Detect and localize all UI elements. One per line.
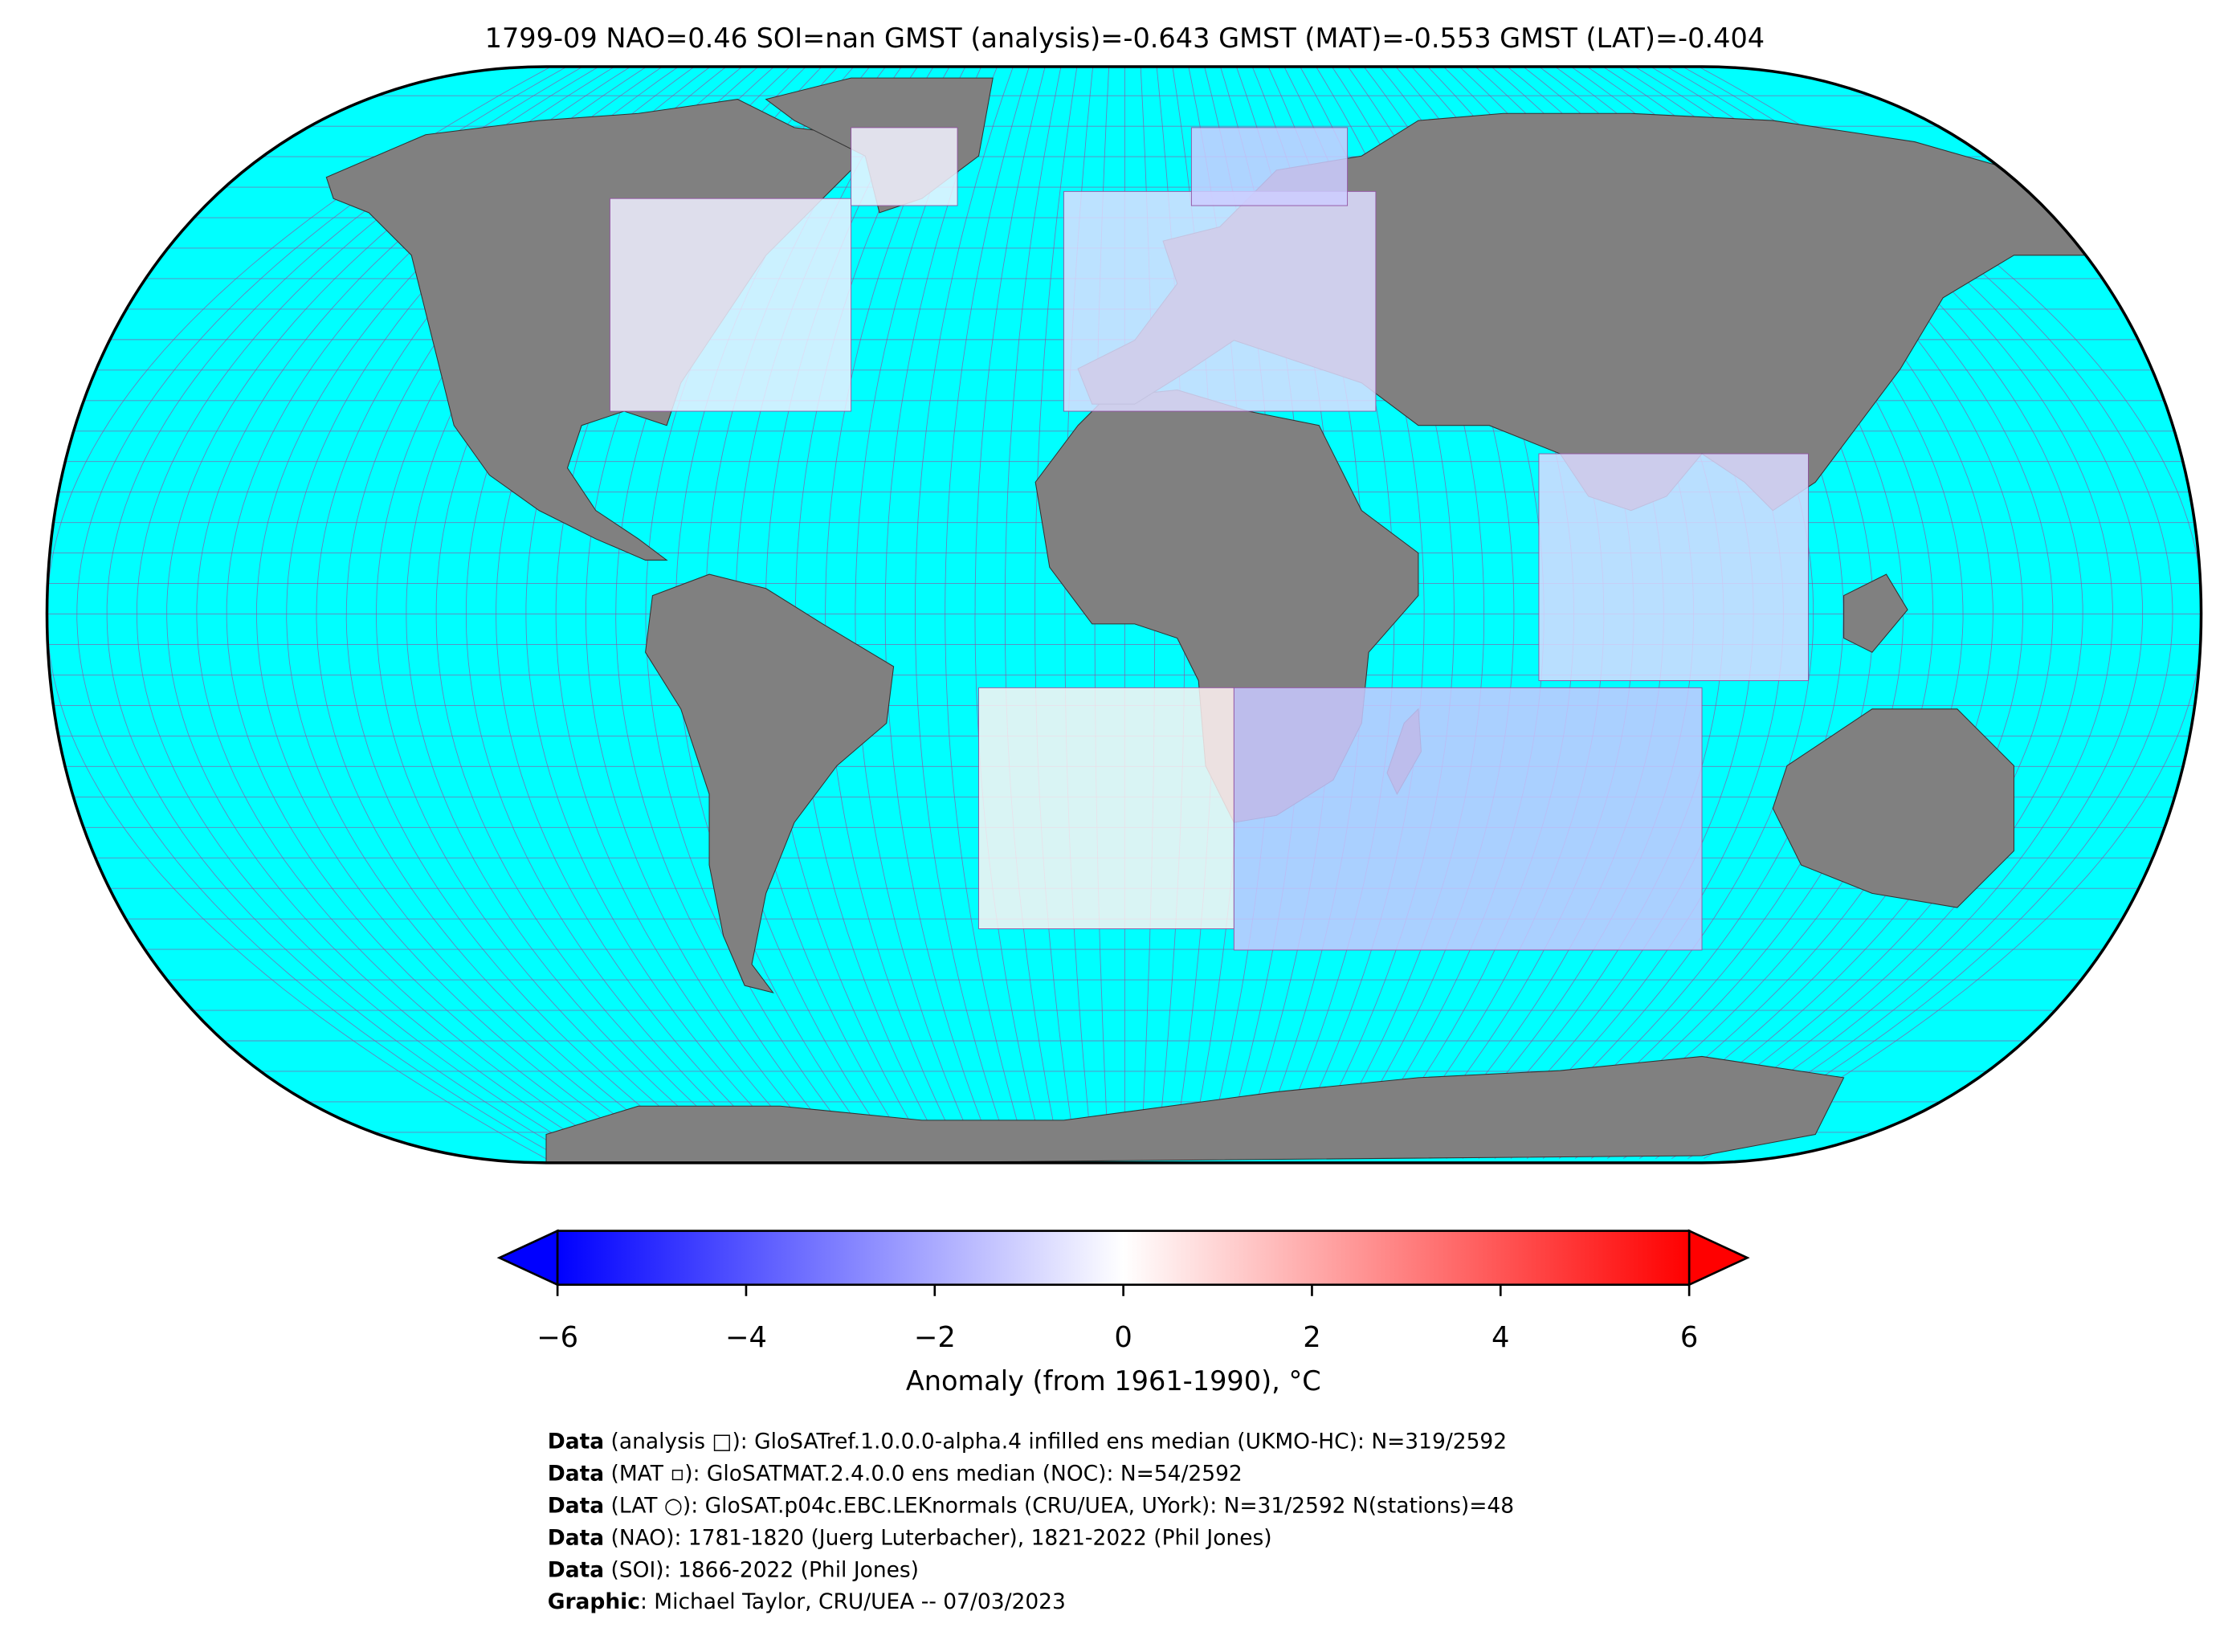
footer-line: Data (LAT ○): GloSAT.p04c.EBC.LEKnormals… xyxy=(548,1493,1514,1518)
meridian xyxy=(76,66,567,1159)
anomaly-region xyxy=(610,198,852,412)
meridian xyxy=(884,66,998,1159)
meridian xyxy=(1034,66,1078,1159)
colorbar-tick-label: 4 xyxy=(1492,1321,1509,1354)
colorbar-tick-label: −4 xyxy=(725,1321,767,1354)
australia xyxy=(1772,708,2014,908)
colorbar-label: Anomaly (from 1961-1990), °C xyxy=(906,1365,1321,1397)
footer-label: Data xyxy=(548,1429,604,1454)
meridian xyxy=(825,66,966,1159)
colorbar: Anomaly (from 1961-1990), °C −6 −4 −2 0 2 4 6 xyxy=(496,1229,1750,1397)
anomaly-region xyxy=(1190,127,1349,206)
meridian xyxy=(974,66,1046,1159)
anomaly-region xyxy=(851,127,958,206)
meridian xyxy=(106,66,583,1159)
colorbar-tick-label: 6 xyxy=(1680,1321,1698,1354)
anomaly-region xyxy=(1063,190,1377,412)
map xyxy=(47,66,2202,1163)
colorbar-tick-label: 0 xyxy=(1114,1321,1132,1354)
meridian xyxy=(196,66,631,1159)
colorbar-low-arrow xyxy=(496,1229,559,1287)
footer-line: Data (analysis □): GloSATref.1.0.0.0-alp… xyxy=(548,1429,1507,1454)
borneo xyxy=(1843,573,1908,653)
meridian xyxy=(166,66,615,1159)
footer-text: : Michael Taylor, CRU/UEA -- 07/03/2023 xyxy=(640,1589,1066,1614)
footer-label: Graphic xyxy=(548,1589,640,1614)
meridian xyxy=(855,66,982,1159)
meridian xyxy=(1004,66,1062,1159)
colorbar-tick-label: −2 xyxy=(914,1321,956,1354)
antarctica xyxy=(545,1055,1845,1163)
map-border xyxy=(45,65,2203,1165)
anomaly-region xyxy=(1538,453,1809,681)
footer-line: Graphic: Michael Taylor, CRU/UEA -- 07/0… xyxy=(548,1589,1066,1614)
footer-text: (analysis □): GloSATref.1.0.0.0-alpha.4 … xyxy=(604,1429,1507,1454)
anomaly-cells xyxy=(610,127,1809,951)
colorbar-high-arrow xyxy=(1687,1229,1750,1287)
footer-label: Data xyxy=(548,1493,604,1518)
footer-label: Data xyxy=(548,1461,604,1486)
footer-label: Data xyxy=(548,1525,604,1550)
meridian xyxy=(914,66,1014,1159)
footer-text: (MAT ▫): GloSATMAT.2.4.0.0 ens median (N… xyxy=(604,1461,1243,1486)
colorbar-tick-label: 2 xyxy=(1303,1321,1320,1354)
footer-line: Data (NAO): 1781-1820 (Juerg Luterbacher… xyxy=(548,1525,1272,1550)
colorbar-tick-label: −6 xyxy=(537,1321,578,1354)
south-america xyxy=(645,573,895,993)
footer-line: Data (SOI): 1866-2022 (Phil Jones) xyxy=(548,1557,919,1582)
anomaly-region xyxy=(978,687,1234,929)
footer: Data (analysis □): GloSATref.1.0.0.0-alp… xyxy=(548,1429,1514,1614)
footer-text: (NAO): 1781-1820 (Juerg Luterbacher), 18… xyxy=(604,1525,1272,1550)
title: 1799-09 NAO=0.46 SOI=nan GMST (analysis)… xyxy=(485,22,1765,54)
anomaly-region xyxy=(1233,687,1703,951)
colorbar-bar xyxy=(556,1230,1691,1287)
footer-text: (SOI): 1866-2022 (Phil Jones) xyxy=(604,1557,919,1582)
meridian xyxy=(945,66,1030,1159)
meridian xyxy=(136,66,599,1159)
footer-line: Data (MAT ▫): GloSATMAT.2.4.0.0 ens medi… xyxy=(548,1461,1243,1486)
footer-text: (LAT ○): GloSAT.p04c.EBC.LEKnormals (CRU… xyxy=(604,1493,1514,1518)
footer-label: Data xyxy=(548,1557,604,1582)
